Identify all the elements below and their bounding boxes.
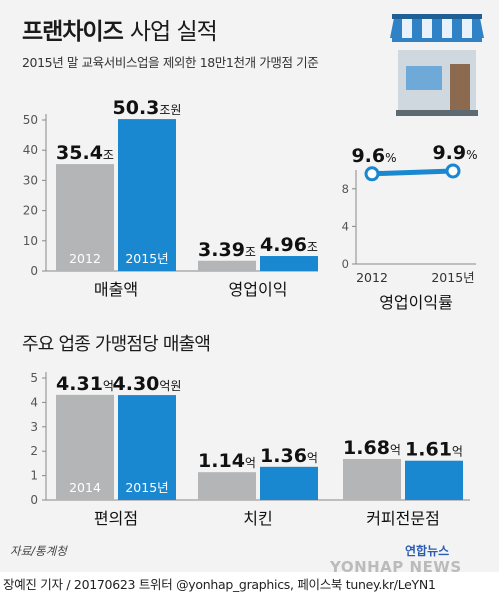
bar-year-label: 2012 bbox=[69, 251, 101, 266]
bar-2014 bbox=[198, 472, 256, 500]
y-tick-label: 8 bbox=[342, 182, 349, 196]
y-tick-label: 4 bbox=[342, 219, 349, 233]
data-label: 3.39조 bbox=[198, 239, 256, 261]
bar-year-label: 2015년 bbox=[125, 251, 168, 266]
y-tick-label: 0 bbox=[30, 493, 38, 507]
y-tick-label: 1 bbox=[30, 469, 38, 483]
y-tick-label: 40 bbox=[23, 143, 38, 157]
yonhap-logo: 연합뉴스 bbox=[405, 544, 450, 558]
y-tick-label: 4 bbox=[30, 395, 38, 409]
bar-2012 bbox=[198, 260, 256, 271]
bar-2015 bbox=[260, 256, 318, 271]
category-label: 커피전문점 bbox=[366, 509, 440, 528]
y-tick-label: 5 bbox=[30, 371, 38, 385]
section-title-store-sales: 주요 업종 가맹점당 매출액 bbox=[22, 334, 211, 355]
data-point bbox=[445, 163, 461, 179]
page-subtitle: 2015년 말 교육서비스업을 제외한 18만1천개 가맹점 기준 bbox=[22, 55, 319, 70]
bar-year-label: 2014 bbox=[69, 480, 101, 495]
bar-2015 bbox=[118, 395, 176, 500]
data-label: 1.36억 bbox=[260, 445, 318, 467]
data-label: 50.3조원 bbox=[113, 97, 182, 119]
series-line bbox=[371, 168, 454, 177]
bar-2014 bbox=[56, 394, 114, 500]
category-label: 영업이익 bbox=[229, 280, 288, 299]
data-label: 4.31억 bbox=[56, 373, 114, 395]
data-label: 1.68억 bbox=[343, 437, 401, 459]
bar-2015 bbox=[405, 460, 463, 500]
y-tick-label: 10 bbox=[23, 234, 38, 248]
data-point bbox=[364, 166, 380, 182]
y-tick-label: 2 bbox=[30, 444, 38, 458]
credit-line: 장예진 기자 / 20170623 트위터 @yonhap_graphics, … bbox=[0, 572, 499, 598]
y-tick-label: 0 bbox=[342, 257, 349, 271]
y-tick-label: 30 bbox=[23, 173, 38, 187]
y-tick-label: 20 bbox=[23, 204, 38, 218]
x-tick-label: 2015년 bbox=[431, 270, 474, 285]
bar-year-label: 2015년 bbox=[125, 480, 168, 495]
page-title: 프랜차이즈 사업 실적 bbox=[22, 19, 218, 45]
data-label: 9.9% bbox=[432, 142, 477, 164]
data-label: 4.30억원 bbox=[113, 373, 182, 395]
bar-2015 bbox=[118, 119, 176, 272]
bar-2014 bbox=[343, 459, 401, 500]
line-chart-title: 영업이익률 bbox=[379, 293, 453, 312]
data-label: 1.14억 bbox=[198, 450, 256, 472]
y-tick-label: 0 bbox=[30, 264, 38, 278]
watermark: YONHAP NEWS bbox=[330, 558, 462, 576]
bar-2015 bbox=[260, 466, 318, 500]
category-label: 치킨 bbox=[243, 509, 272, 528]
data-label: 9.6% bbox=[351, 145, 396, 167]
source-note: 자료/통계청 bbox=[10, 544, 67, 558]
data-label: 1.61억 bbox=[405, 439, 463, 461]
data-label: 4.96조 bbox=[260, 234, 318, 256]
y-tick-label: 50 bbox=[23, 113, 38, 127]
y-tick-label: 3 bbox=[30, 420, 38, 434]
bar-2012 bbox=[56, 164, 114, 271]
x-tick-label: 2012 bbox=[356, 270, 388, 285]
storefront-icon bbox=[390, 14, 484, 116]
category-label: 편의점 bbox=[94, 509, 138, 528]
category-label: 매출액 bbox=[94, 280, 138, 299]
data-label: 35.4조 bbox=[56, 142, 114, 164]
